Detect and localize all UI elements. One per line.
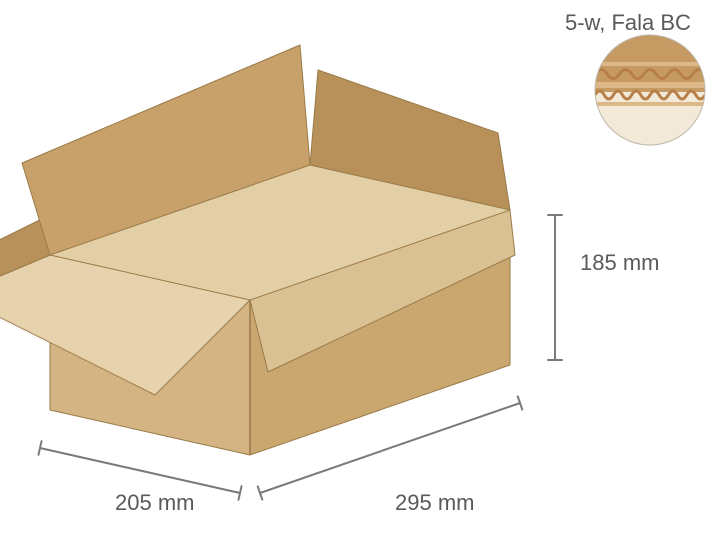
height-label: 185 mm [580, 250, 659, 276]
product-type-label: 5-w, Fala BC [565, 10, 691, 36]
depth-label: 205 mm [115, 490, 194, 516]
length-label: 295 mm [395, 490, 474, 516]
